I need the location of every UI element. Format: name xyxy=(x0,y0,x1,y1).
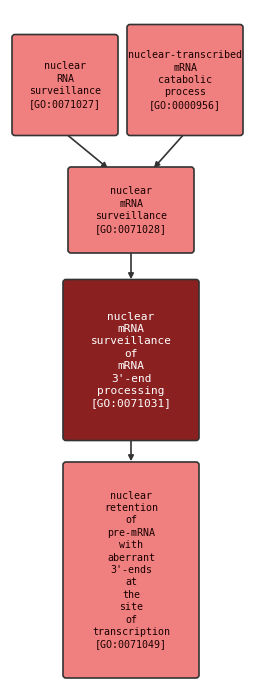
FancyBboxPatch shape xyxy=(127,24,243,135)
FancyBboxPatch shape xyxy=(12,35,118,135)
FancyBboxPatch shape xyxy=(68,167,194,253)
FancyBboxPatch shape xyxy=(63,462,199,678)
Text: nuclear-transcribed
mRNA
catabolic
process
[GO:0000956]: nuclear-transcribed mRNA catabolic proce… xyxy=(128,50,242,110)
Text: nuclear
mRNA
surveillance
of
mRNA
3'-end
processing
[GO:0071031]: nuclear mRNA surveillance of mRNA 3'-end… xyxy=(91,312,171,408)
Text: nuclear
mRNA
surveillance
[GO:0071028]: nuclear mRNA surveillance [GO:0071028] xyxy=(95,187,167,234)
Text: nuclear
RNA
surveillance
[GO:0071027]: nuclear RNA surveillance [GO:0071027] xyxy=(29,61,101,108)
FancyBboxPatch shape xyxy=(63,279,199,440)
Text: nuclear
retention
of
pre-mRNA
with
aberrant
3'-ends
at
the
site
of
transcription: nuclear retention of pre-mRNA with aberr… xyxy=(92,491,170,650)
